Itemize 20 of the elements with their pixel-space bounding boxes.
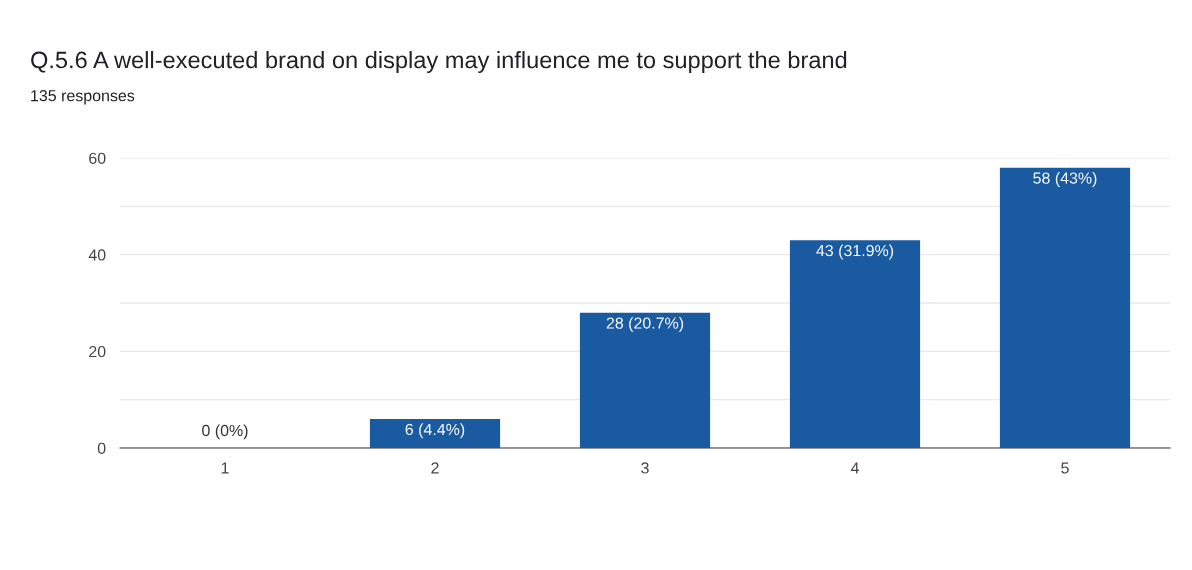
x-tick-label: 4 xyxy=(850,462,859,474)
data-label: 43 (31.9%) xyxy=(816,244,894,260)
y-tick-label: 20 xyxy=(89,345,106,358)
data-label: 6 (4.4%) xyxy=(405,423,465,439)
x-tick-label: 1 xyxy=(221,462,229,474)
bar xyxy=(579,312,711,448)
chart-title: Q.5.6 A well-executed brand on display may influence me to support the brand xyxy=(31,51,847,73)
bar xyxy=(789,240,921,448)
y-tick-label: 0 xyxy=(97,442,106,454)
x-tick-label: 5 xyxy=(1061,462,1069,474)
x-tick-label: 3 xyxy=(641,462,649,474)
chart-subtitle: 135 responses xyxy=(31,89,135,105)
data-label: 28 (20.7%) xyxy=(606,317,684,332)
bar xyxy=(999,167,1131,448)
data-label: 58 (43%) xyxy=(1033,172,1097,187)
bar xyxy=(369,419,501,448)
y-tick-label: 40 xyxy=(88,249,106,261)
y-tick-label: 60 xyxy=(89,152,106,164)
data-label: 0 (0%) xyxy=(202,424,248,440)
x-tick-label: 2 xyxy=(431,462,439,474)
